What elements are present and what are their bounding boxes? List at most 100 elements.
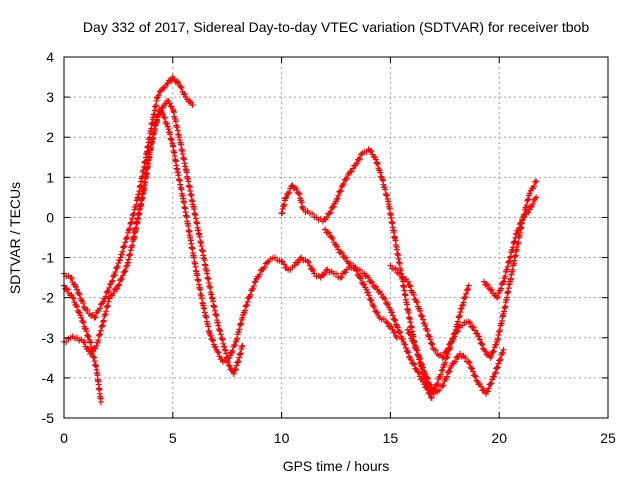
data-point bbox=[384, 319, 391, 326]
data-point bbox=[411, 361, 418, 368]
data-point bbox=[480, 346, 487, 353]
data-point bbox=[330, 203, 337, 210]
data-point bbox=[412, 365, 419, 372]
data-point bbox=[402, 344, 409, 351]
data-point bbox=[407, 331, 414, 338]
data-point bbox=[429, 341, 436, 348]
data-point bbox=[323, 214, 330, 221]
data-point bbox=[404, 348, 411, 355]
data-point bbox=[494, 364, 501, 371]
data-point bbox=[462, 354, 469, 361]
data-point bbox=[465, 358, 472, 365]
data-point bbox=[471, 327, 478, 334]
data-point bbox=[97, 398, 104, 405]
data-point bbox=[120, 244, 127, 251]
data-point bbox=[355, 156, 362, 163]
data-point bbox=[439, 354, 446, 361]
data-point bbox=[173, 78, 180, 85]
data-point bbox=[368, 297, 375, 304]
data-point bbox=[389, 309, 396, 316]
data-point bbox=[427, 336, 434, 343]
data-point bbox=[464, 286, 471, 293]
data-point bbox=[181, 91, 188, 98]
data-point bbox=[406, 330, 413, 337]
data-point bbox=[282, 194, 289, 201]
y-axis-label: SDTVAR / TECUs bbox=[7, 182, 23, 294]
data-point bbox=[306, 262, 313, 269]
data-point bbox=[387, 262, 394, 269]
data-point bbox=[239, 314, 246, 321]
data-point bbox=[484, 282, 491, 289]
data-point bbox=[385, 301, 392, 308]
data-point bbox=[422, 322, 429, 329]
y-tick-label: 1 bbox=[46, 169, 54, 185]
data-point bbox=[215, 349, 222, 356]
data-point bbox=[233, 362, 240, 369]
data-point bbox=[356, 155, 363, 162]
y-tick-label: -3 bbox=[42, 330, 55, 346]
data-point bbox=[295, 259, 302, 266]
data-point bbox=[122, 268, 129, 275]
data-point bbox=[64, 286, 71, 293]
data-point bbox=[428, 384, 435, 391]
data-point bbox=[337, 249, 344, 256]
data-point bbox=[381, 296, 388, 303]
data-point bbox=[326, 229, 333, 236]
data-point bbox=[124, 234, 131, 241]
data-point bbox=[461, 295, 468, 302]
data-point bbox=[446, 368, 453, 375]
data-point bbox=[392, 317, 399, 324]
y-tick-label: -2 bbox=[42, 290, 55, 306]
data-point bbox=[119, 248, 126, 255]
data-point bbox=[327, 209, 334, 216]
data-point bbox=[419, 361, 426, 368]
data-point bbox=[291, 262, 298, 269]
data-point bbox=[161, 115, 168, 121]
data-point bbox=[421, 381, 428, 388]
data-point bbox=[410, 360, 417, 367]
data-point bbox=[163, 120, 170, 127]
data-point bbox=[156, 106, 163, 113]
x-axis-label: GPS time / hours bbox=[283, 458, 390, 474]
data-point bbox=[229, 347, 236, 354]
data-point bbox=[122, 239, 129, 246]
x-tick-label: 0 bbox=[60, 430, 68, 446]
y-tick-label: -5 bbox=[42, 410, 55, 426]
data-point bbox=[239, 342, 246, 349]
data-point bbox=[518, 219, 525, 226]
data-point bbox=[285, 190, 292, 197]
data-point bbox=[309, 265, 316, 272]
data-point bbox=[161, 114, 168, 121]
data-point bbox=[123, 235, 130, 242]
data-point bbox=[116, 257, 123, 264]
data-point bbox=[84, 306, 91, 313]
data-point bbox=[413, 298, 420, 305]
data-point bbox=[368, 147, 375, 154]
data-point bbox=[70, 295, 77, 302]
data-point bbox=[119, 272, 126, 279]
plot-frame bbox=[63, 56, 609, 419]
data-point bbox=[521, 213, 528, 220]
x-tick-label: 25 bbox=[600, 430, 616, 446]
data-point bbox=[261, 264, 268, 271]
data-point bbox=[414, 347, 421, 354]
data-point bbox=[321, 271, 328, 278]
data-point bbox=[212, 343, 219, 350]
data-point bbox=[405, 349, 412, 356]
data-point bbox=[296, 255, 303, 262]
data-point bbox=[438, 367, 445, 374]
data-point bbox=[369, 302, 376, 309]
data-point bbox=[500, 346, 507, 353]
data-point bbox=[427, 381, 434, 388]
data-point bbox=[532, 179, 539, 186]
data-point bbox=[415, 369, 422, 376]
data-point bbox=[109, 277, 116, 284]
data-point bbox=[424, 375, 431, 382]
data-point bbox=[188, 99, 195, 106]
data-point bbox=[465, 318, 472, 325]
data-point bbox=[356, 266, 363, 273]
data-point bbox=[460, 299, 467, 306]
data-point bbox=[488, 380, 495, 387]
data-point bbox=[209, 336, 216, 343]
data-point bbox=[414, 299, 421, 306]
